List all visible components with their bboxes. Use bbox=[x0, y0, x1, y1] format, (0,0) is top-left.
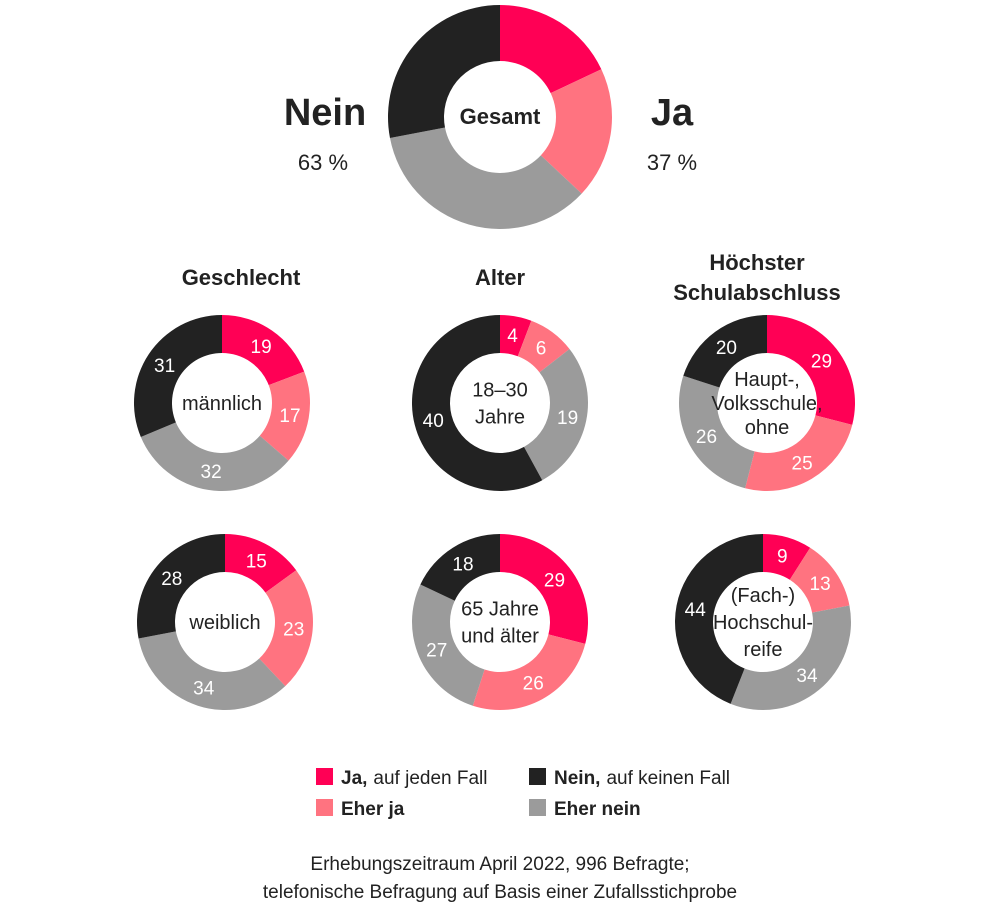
legend-swatch-nein bbox=[529, 768, 546, 785]
donut-weiblich-segment-nein bbox=[137, 534, 225, 639]
footer-line-2: telefonische Befragung auf Basis einer Z… bbox=[263, 882, 737, 903]
donut-maennlich-segment-nein bbox=[133, 315, 222, 437]
donut-alter_18_30-center-label: Jahre bbox=[475, 407, 525, 429]
donut-alter_18_30-segment-nein bbox=[411, 315, 543, 491]
donut-hauptschule-segment-eher-ja bbox=[745, 415, 853, 492]
legend: Ja, auf jeden Fall Nein, auf keinen Fall E… bbox=[316, 768, 730, 820]
donut-hochschulreife-segment-nein bbox=[675, 534, 763, 704]
donut-hauptschule-center-label: Haupt-, bbox=[734, 369, 800, 391]
group-title-geschlecht: Geschlecht bbox=[182, 265, 301, 290]
donut-alter_18_30: 46 19 40 18–30 Jahre bbox=[411, 315, 588, 491]
donut-weiblich-segment-eher-ja bbox=[259, 570, 314, 687]
donut-alter_65-value-ja: 29 bbox=[544, 571, 565, 592]
donut-maennlich-center-label: männlich bbox=[182, 393, 262, 415]
footer-line-1: Erhebungszeitraum April 2022, 996 Befrag… bbox=[310, 854, 689, 875]
group-title-schulabschluss-line1: Höchster bbox=[709, 250, 805, 275]
donut-hauptschule-value-eher-nein: 26 bbox=[696, 427, 717, 448]
ja-percentage: 37 % bbox=[647, 150, 697, 175]
donut-hauptschule: 29 25 26 20 Haupt-,Volksschule,ohne bbox=[679, 315, 856, 492]
donut-hauptschule-center-label: Volksschule, bbox=[711, 393, 822, 415]
nein-percentage: 63 % bbox=[298, 150, 348, 175]
donut-gesamt-segment-eher-nein bbox=[389, 127, 582, 230]
donut-maennlich-value-eher-nein: 32 bbox=[201, 462, 222, 483]
donut-alter_18_30-segment-eher-ja bbox=[517, 320, 570, 373]
donut-maennlich-segment-ja bbox=[222, 314, 305, 386]
donut-weiblich-segment-eher-nein bbox=[138, 631, 286, 710]
donut-hochschulreife-center-label: reife bbox=[744, 639, 783, 661]
donut-maennlich-value-ja: 19 bbox=[251, 337, 272, 358]
donut-gesamt: Gesamt bbox=[387, 4, 612, 230]
donut-gesamt-segment-eher-ja bbox=[540, 69, 612, 194]
legend-nein-bold: Nein, bbox=[554, 768, 600, 789]
donut-hochschulreife-value-nein: 44 bbox=[685, 600, 707, 621]
donut-hochschulreife-value-eher-nein: 34 bbox=[796, 666, 818, 687]
donut-weiblich-value-eher-nein: 34 bbox=[193, 679, 215, 700]
donut-hauptschule-value-nein: 20 bbox=[716, 338, 737, 359]
donut-alter_65-center-label: und älter bbox=[461, 626, 539, 648]
legend-swatch-ja bbox=[316, 768, 333, 785]
donut-hochschulreife-segment-eher-ja bbox=[789, 547, 850, 613]
donut-alter_65: 29 26 27 18 65 Jahre und älter bbox=[412, 534, 589, 710]
donut-alter_65-segment-nein bbox=[420, 534, 500, 601]
donut-alter_18_30-value-eher-nein: 19 bbox=[557, 408, 578, 429]
donut-alter_65-value-nein: 18 bbox=[452, 555, 473, 576]
donut-maennlich-segment-eher-nein bbox=[140, 422, 289, 492]
donut-maennlich: 19 17 32 31 männlich bbox=[133, 314, 311, 492]
donut-weiblich: 15 23 34 28 weiblich bbox=[137, 534, 314, 710]
legend-swatch-eher-nein bbox=[529, 799, 546, 816]
group-title-alter: Alter bbox=[475, 265, 526, 290]
donut-hauptschule-segment-eher-nein bbox=[679, 375, 755, 489]
donut-hauptschule-segment-nein bbox=[683, 315, 767, 388]
legend-label-eher-nein: Eher nein bbox=[554, 799, 641, 820]
donut-alter_18_30-segment-ja bbox=[500, 315, 532, 357]
donut-gesamt-segment-nein bbox=[387, 4, 500, 138]
donut-weiblich-value-nein: 28 bbox=[161, 569, 182, 590]
donut-hochschulreife-segment-eher-nein bbox=[730, 605, 851, 710]
legend-ja-bold: Ja, bbox=[341, 768, 367, 789]
legend-label-eher-ja: Eher ja bbox=[341, 799, 405, 820]
donut-weiblich-value-eher-ja: 23 bbox=[283, 620, 304, 641]
nein-heading: Nein bbox=[284, 92, 366, 134]
donut-alter_65-segment-eher-ja bbox=[472, 634, 586, 710]
donut-hochschulreife: 9 13 34 44 (Fach-) Hochschul-reife bbox=[675, 534, 851, 710]
donut-hauptschule-segment-ja bbox=[767, 315, 856, 425]
donut-hauptschule-center-label: ohne bbox=[745, 417, 790, 439]
legend-ja-rest: auf jeden Fall bbox=[373, 768, 487, 789]
donut-alter_65-value-eher-ja: 26 bbox=[523, 674, 544, 695]
donut-maennlich-segment-eher-ja bbox=[259, 371, 311, 461]
donut-hochschulreife-segment-ja bbox=[763, 534, 811, 580]
donut-hochschulreife-center-label: (Fach-) bbox=[731, 585, 795, 607]
donut-hochschulreife-value-eher-ja: 13 bbox=[810, 574, 831, 595]
legend-nein-rest: auf keinen Fall bbox=[606, 768, 730, 789]
legend-label-nein: Nein, auf keinen Fall bbox=[554, 768, 730, 789]
donut-hauptschule-value-ja: 29 bbox=[811, 352, 832, 373]
donut-alter_18_30-segment-eher-nein bbox=[524, 349, 588, 481]
donut-alter_65-segment-eher-nein bbox=[412, 584, 485, 706]
donut-gesamt-segment-ja bbox=[500, 5, 602, 94]
donut-alter_65-center-label: 65 Jahre bbox=[461, 599, 539, 621]
group-title-schulabschluss-line2: Schulabschluss bbox=[673, 280, 841, 305]
donut-alter_18_30-value-nein: 40 bbox=[423, 411, 444, 432]
donut-maennlich-value-nein: 31 bbox=[154, 356, 175, 377]
donut-alter_18_30-center-label: 18–30 bbox=[472, 380, 528, 402]
donut-hauptschule-value-eher-ja: 25 bbox=[792, 453, 813, 474]
donut-gesamt-center-label: Gesamt bbox=[460, 104, 541, 129]
donut-alter_65-segment-ja bbox=[500, 534, 589, 644]
donut-weiblich-segment-ja bbox=[225, 534, 297, 593]
donut-maennlich-value-eher-ja: 17 bbox=[279, 406, 300, 427]
ja-heading: Ja bbox=[651, 92, 694, 134]
donut-alter_18_30-value-eher-ja: 6 bbox=[536, 339, 547, 360]
donut-charts: Gesamt19173231männlich15233428weiblich46… bbox=[133, 4, 856, 710]
donut-weiblich-center-label: weiblich bbox=[188, 612, 260, 634]
donut-alter_18_30-value-ja: 4 bbox=[507, 326, 518, 347]
donut-alter_65-value-eher-nein: 27 bbox=[426, 640, 447, 661]
legend-swatch-eher-ja bbox=[316, 799, 333, 816]
donut-hochschulreife-center-label: Hochschul- bbox=[713, 612, 813, 634]
donut-weiblich-value-ja: 15 bbox=[246, 552, 267, 573]
donut-hochschulreife-value-ja: 9 bbox=[777, 547, 788, 568]
legend-label-ja: Ja, auf jeden Fall bbox=[341, 768, 488, 789]
